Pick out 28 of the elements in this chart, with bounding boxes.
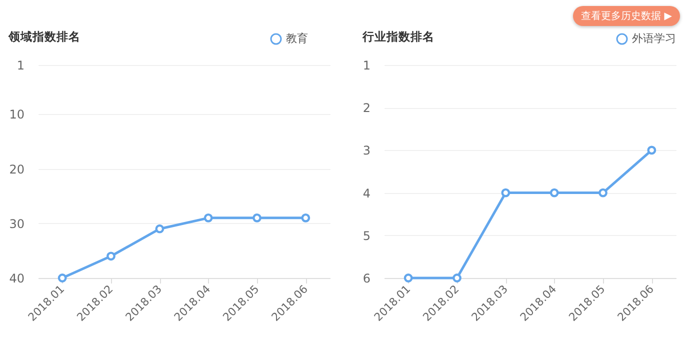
point bbox=[550, 188, 559, 198]
point bbox=[647, 146, 656, 155]
y-tick-label: 1 bbox=[362, 58, 370, 72]
y-tick-label: 1 bbox=[16, 58, 24, 72]
y-tick-label: 5 bbox=[362, 228, 370, 243]
y-tick-label: 20 bbox=[9, 162, 24, 176]
y-tick-label: 40 bbox=[9, 272, 24, 286]
point bbox=[155, 224, 164, 234]
y-tick-label: 6 bbox=[362, 272, 370, 286]
y-tick-label: 10 bbox=[9, 108, 24, 122]
legend-label: 外语学习 bbox=[632, 32, 676, 45]
point bbox=[452, 274, 462, 282]
y-tick-label: 30 bbox=[9, 216, 24, 231]
legend-label: 教育 bbox=[286, 32, 308, 45]
point bbox=[106, 252, 116, 261]
point bbox=[204, 213, 213, 222]
chart-title: 领域指数排名 bbox=[8, 30, 81, 44]
point bbox=[58, 274, 67, 282]
point bbox=[301, 213, 310, 222]
point bbox=[252, 213, 262, 222]
point bbox=[404, 274, 413, 282]
y-tick-label: 3 bbox=[362, 144, 370, 158]
text: 查看更多历史数据 ▶ bbox=[573, 6, 680, 26]
point bbox=[501, 188, 510, 198]
y-tick-label: 4 bbox=[362, 186, 370, 200]
point bbox=[598, 188, 608, 198]
chart-title: 行业指数排名 bbox=[361, 30, 434, 44]
y-tick-label: 2 bbox=[362, 101, 370, 116]
